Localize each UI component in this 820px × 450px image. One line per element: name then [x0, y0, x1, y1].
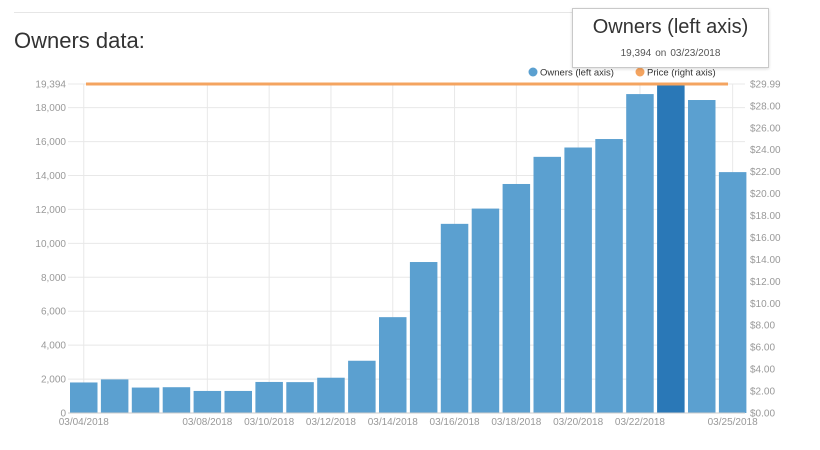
- legend-marker: [528, 67, 538, 77]
- y-right-tick-label: $29.99: [750, 80, 781, 91]
- chart-bar: [379, 317, 407, 413]
- y-left-tick-label: 4,000: [41, 341, 66, 352]
- y-right-tick-label: $6.00: [750, 343, 775, 354]
- x-tick-label: 03/10/2018: [244, 417, 294, 428]
- chart-bar: [348, 360, 376, 413]
- chart-bar: [440, 223, 469, 413]
- y-right-tick-label: $22.00: [750, 167, 781, 178]
- x-tick-label: 03/18/2018: [491, 417, 541, 428]
- y-left-tick-label: 12,000: [35, 205, 66, 216]
- chart-bar: [70, 382, 98, 413]
- tooltip-on-word: on: [655, 48, 667, 59]
- legend: Owners (left axis) Price (right axis): [528, 67, 716, 79]
- legend-label: Price (right axis): [647, 68, 716, 79]
- bars-layer: [70, 84, 747, 414]
- y-right-tick-label: $8.00: [750, 321, 775, 332]
- y-right-tick-label: $2.00: [750, 387, 775, 398]
- chart-bar: [502, 183, 531, 413]
- x-tick-label: 03/20/2018: [553, 417, 603, 428]
- y-left-tick-label: 10,000: [35, 239, 66, 250]
- y-right-tick-label: $16.00: [750, 233, 781, 244]
- y-left-tick-label: 2,000: [41, 375, 66, 386]
- y-right-tick-label: $18.00: [750, 211, 781, 222]
- chart-bar: [409, 262, 438, 413]
- chart-tooltip: Owners (left axis) 19,394 on 03/23/2018: [572, 8, 769, 68]
- x-tick-label: 03/12/2018: [306, 417, 356, 428]
- legend-marker: [635, 67, 645, 77]
- y-left-tick-label: 18,000: [35, 103, 66, 114]
- chart-bar: [100, 379, 129, 413]
- x-tick-label: 03/14/2018: [368, 417, 418, 428]
- y-left-tick-label: 0: [60, 409, 66, 420]
- chart-bar: [533, 156, 561, 414]
- legend-label: Owners (left axis): [540, 68, 614, 79]
- y-right-tick-label: $26.00: [750, 123, 781, 134]
- x-tick-label: 03/08/2018: [182, 417, 232, 428]
- tooltip-value: 19,394: [620, 48, 652, 59]
- tooltip-date: 03/23/2018: [670, 48, 721, 59]
- y-left-tick-label: 8,000: [41, 273, 66, 284]
- y-right-tick-label: $12.00: [750, 277, 781, 288]
- y-left-tick-label: 14,000: [35, 171, 66, 182]
- chart-bar: [718, 172, 747, 413]
- y-right-tick-label: $24.00: [750, 145, 781, 156]
- x-tick-label: 03/16/2018: [430, 417, 480, 428]
- chart-bar: [131, 387, 160, 413]
- y-left-tick-label: 19,394: [35, 80, 66, 91]
- chart-bar: [317, 377, 345, 413]
- chart-bar: [162, 387, 191, 413]
- chart-bar: [224, 390, 252, 413]
- y-right-tick-label: $28.00: [750, 101, 781, 112]
- chart-bar: [626, 94, 654, 413]
- y-right-tick-label: $14.00: [750, 255, 781, 266]
- chart-bar: [255, 381, 283, 413]
- x-tick-label: 03/04/2018: [59, 417, 109, 428]
- y-right-tick-label: $0.00: [750, 409, 775, 420]
- y-right-tick-label: $4.00: [750, 365, 775, 376]
- page-title: Owners data:: [14, 28, 145, 53]
- y-right-tick-label: $10.00: [750, 299, 781, 310]
- top-divider: [14, 12, 768, 13]
- y-left-tick-label: 6,000: [41, 307, 66, 318]
- tooltip-subtitle: 19,394 on 03/23/2018: [573, 48, 768, 59]
- x-tick-label: 03/22/2018: [615, 417, 665, 428]
- y-left-tick-label: 16,000: [35, 137, 66, 148]
- chart-bar: [657, 84, 685, 413]
- tooltip-title: Owners (left axis): [592, 16, 749, 38]
- y-right-tick-label: $20.00: [750, 189, 781, 200]
- chart-bar: [193, 390, 222, 413]
- chart-bar: [471, 208, 500, 413]
- chart-bar: [595, 139, 623, 413]
- chart-bar: [688, 100, 716, 413]
- chart-bar: [286, 382, 314, 413]
- x-tick-label: 03/25/2018: [708, 417, 758, 428]
- axis-layer: 0 2,000 4,000 6,000 8,000 10,000 12,000 14,000 1…: [35, 80, 781, 429]
- chart-bar: [564, 147, 592, 413]
